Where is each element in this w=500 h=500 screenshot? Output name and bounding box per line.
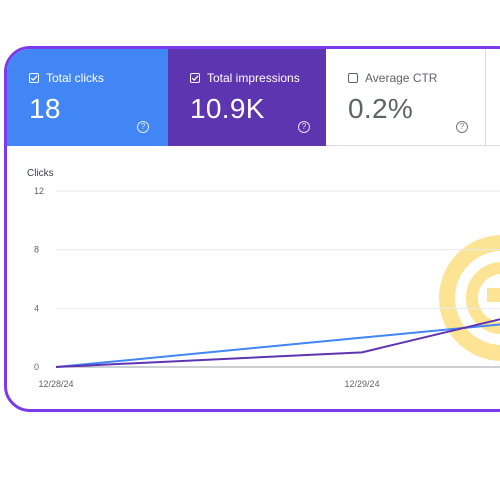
chart-ticks: 12 8 4 0 12/28/24 12/29/24 (34, 186, 380, 389)
metric-total-impressions[interactable]: Total impressions 10.9K ? (168, 49, 326, 146)
performance-chart: Clicks 12 8 4 0 12/28/24 12/29/24 (7, 146, 500, 409)
chart-svg: Clicks 12 8 4 0 12/28/24 12/29/24 (27, 168, 500, 389)
metric-label: Total impressions (207, 71, 300, 85)
checkbox-unchecked-icon[interactable] (348, 73, 358, 83)
metric-average-ctr[interactable]: Average CTR 0.2% ? (326, 49, 486, 146)
x-tick-label: 12/29/24 (344, 379, 379, 389)
y-tick-label: 8 (34, 245, 39, 255)
chart-grid (56, 190, 500, 368)
metric-label: Average CTR (365, 71, 438, 85)
metric-tabs: Total clicks 18 ? Total impressions 10.9… (7, 49, 500, 146)
series-line-total-impressions (55, 318, 500, 368)
series-line-total-clicks (55, 323, 500, 368)
metric-value: 10.9K (190, 93, 265, 124)
x-tick-label: 12/28/24 (38, 379, 73, 389)
metric-label: Total clicks (46, 71, 105, 85)
metric-header: Total clicks (29, 71, 104, 85)
metric-total-clicks[interactable]: Total clicks 18 ? (7, 49, 168, 146)
y-tick-label: 0 (34, 362, 39, 372)
metric-next-partial[interactable] (486, 49, 500, 146)
metric-header: Average CTR (348, 71, 437, 85)
help-circle-icon[interactable]: ? (137, 121, 149, 133)
checkbox-checked-icon[interactable] (29, 73, 39, 83)
google-g-logo-watermark (439, 235, 500, 361)
metric-header: Total impressions (190, 71, 300, 85)
metric-value: 18 (29, 93, 61, 124)
performance-card: Total clicks 18 ? Total impressions 10.9… (4, 46, 500, 412)
y-tick-label: 4 (34, 303, 39, 313)
help-circle-icon[interactable]: ? (456, 121, 468, 133)
y-axis-title: Clicks (27, 168, 54, 179)
chart-series (55, 318, 500, 368)
help-circle-icon[interactable]: ? (298, 121, 310, 133)
y-tick-label: 12 (34, 186, 44, 196)
checkbox-checked-icon[interactable] (190, 73, 200, 83)
metric-value: 0.2% (348, 93, 414, 124)
